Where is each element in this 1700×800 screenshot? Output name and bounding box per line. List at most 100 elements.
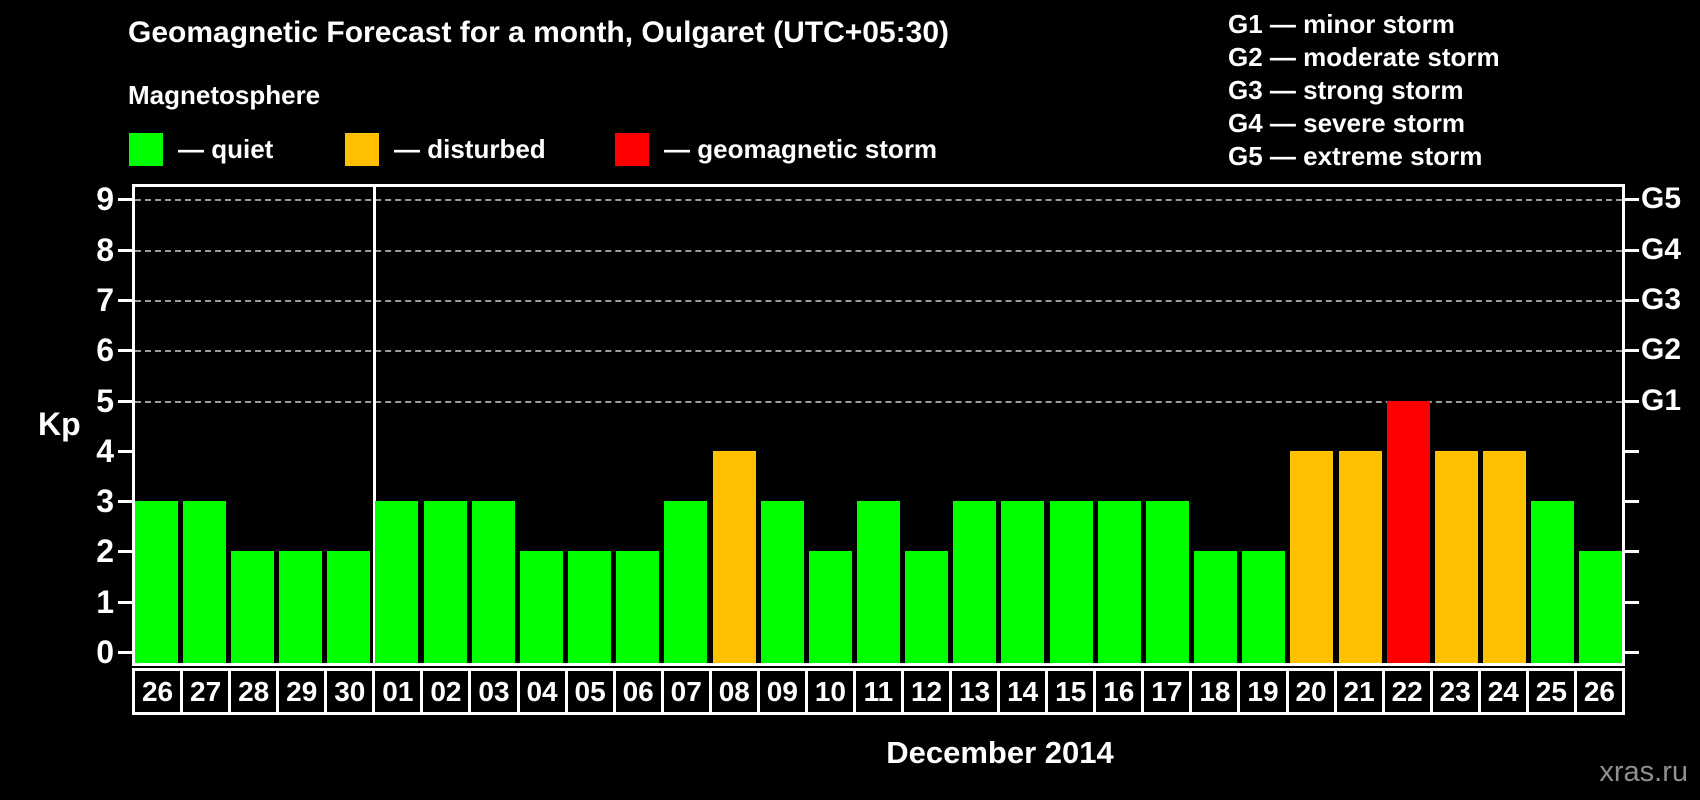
kp-bar-day-13 bbox=[953, 501, 997, 663]
day-label-cell: 30 bbox=[324, 671, 372, 712]
magnetosphere-label: Magnetosphere bbox=[128, 80, 321, 110]
kp-bar-day-25 bbox=[1531, 501, 1575, 663]
storm-scale-item: G4 — severe storm bbox=[1228, 108, 1466, 138]
right-axis-tick bbox=[1625, 600, 1639, 604]
kp-bar-day-01 bbox=[375, 501, 419, 663]
kp-bar-day-26 bbox=[1579, 551, 1623, 663]
g-scale-label-g5: G5 bbox=[1641, 182, 1682, 216]
day-label-cell: 07 bbox=[660, 671, 709, 712]
gridline-kp-9 bbox=[135, 199, 1622, 202]
y-axis-tick-label: 1 bbox=[96, 583, 114, 620]
storm-scale-item: G3 — strong storm bbox=[1228, 75, 1464, 105]
y-axis-tick bbox=[118, 550, 132, 554]
kp-bar-day-21 bbox=[1338, 450, 1382, 663]
y-axis-tick-label: 6 bbox=[96, 332, 114, 369]
day-label-cell: 28 bbox=[228, 671, 276, 712]
kp-bar-day-20 bbox=[1290, 450, 1334, 663]
legend-item-storm: — geomagnetic storm bbox=[615, 131, 937, 167]
y-axis-tick-label: 3 bbox=[96, 483, 114, 520]
kp-bar-day-12 bbox=[905, 551, 949, 663]
kp-bar-day-16 bbox=[1097, 501, 1141, 663]
y-axis-tick bbox=[118, 248, 132, 252]
right-axis-tick bbox=[1625, 198, 1639, 202]
y-axis-tick-label: 7 bbox=[96, 281, 114, 318]
right-axis-tick bbox=[1625, 399, 1639, 403]
g-scale-label-g3: G3 bbox=[1641, 282, 1682, 316]
storm-scale-legend: G1 — minor storm G2 — moderate storm G3 — … bbox=[1228, 8, 1500, 173]
day-label-cell: 01 bbox=[372, 671, 420, 712]
kp-bar-day-15 bbox=[1049, 501, 1093, 663]
storm-scale-item: G2 — moderate storm bbox=[1228, 42, 1500, 72]
day-label-cell: 05 bbox=[564, 671, 613, 712]
right-axis-tick bbox=[1625, 298, 1639, 302]
watermark: xras.ru bbox=[1599, 756, 1688, 788]
legend-item-label: — disturbed bbox=[394, 133, 546, 164]
kp-bar-day-02 bbox=[423, 501, 467, 663]
right-axis-tick bbox=[1625, 449, 1639, 453]
kp-bar-day-17 bbox=[1145, 501, 1189, 663]
gridline-kp-5 bbox=[135, 400, 1622, 403]
day-label-cell: 18 bbox=[1189, 671, 1237, 712]
y-axis-tick-label: 9 bbox=[96, 181, 114, 218]
y-axis-tick-label: 8 bbox=[96, 231, 114, 268]
day-label-cell: 22 bbox=[1381, 671, 1430, 712]
day-label-cell: 16 bbox=[1093, 671, 1141, 712]
day-label-cell: 26 bbox=[141, 675, 174, 707]
y-axis-tick-label: 2 bbox=[96, 533, 114, 570]
y-axis-tick bbox=[118, 198, 132, 202]
day-label-cell: 08 bbox=[708, 671, 757, 712]
day-label-cell: 26 bbox=[1573, 671, 1622, 712]
day-label-cell: 19 bbox=[1237, 671, 1285, 712]
legend-item-label: — quiet bbox=[178, 133, 274, 164]
kp-bar-day-07 bbox=[664, 501, 708, 663]
kp-bar-day-22 bbox=[1386, 400, 1430, 663]
x-axis-label-row: 26 27 28 29 30 01 02 03 04 05 06 07 08 09 10 11 12 13 14 15… bbox=[132, 668, 1625, 715]
day-label-cell: 21 bbox=[1333, 671, 1382, 712]
day-label-cell: 25 bbox=[1525, 671, 1574, 712]
plot-area bbox=[132, 184, 1625, 666]
day-label-cell: 09 bbox=[756, 671, 805, 712]
day-label-cell: 06 bbox=[612, 671, 661, 712]
disturbed-color-swatch bbox=[345, 132, 379, 166]
day-label-cell: 15 bbox=[1045, 671, 1093, 712]
y-axis-tick bbox=[118, 298, 132, 302]
legend-item-quiet: — quiet bbox=[129, 131, 273, 167]
x-axis-title: December 2014 bbox=[886, 735, 1114, 770]
kp-bar-day-05 bbox=[568, 551, 612, 663]
y-axis-tick bbox=[118, 399, 132, 403]
kp-bar-day-09 bbox=[760, 501, 804, 663]
kp-bar-day-08 bbox=[712, 450, 756, 663]
day-label-cell: 29 bbox=[276, 671, 324, 712]
right-axis-tick bbox=[1625, 248, 1639, 252]
day-label-cell: 04 bbox=[516, 671, 565, 712]
day-label-cell: 03 bbox=[468, 671, 516, 712]
storm-scale-item: G1 — minor storm bbox=[1228, 9, 1455, 39]
day-label-cell: 23 bbox=[1429, 671, 1478, 712]
kp-bar-day-24 bbox=[1483, 450, 1527, 663]
gridline-kp-7 bbox=[135, 299, 1622, 302]
y-axis-tick bbox=[118, 449, 132, 453]
magnetosphere-legend: — quiet — disturbed — geomagnetic storm bbox=[0, 131, 1100, 167]
y-axis-tick-label: 5 bbox=[96, 382, 114, 419]
kp-bar-day-10 bbox=[808, 551, 852, 663]
g-scale-label-g2: G2 bbox=[1641, 333, 1682, 367]
y-axis-tick bbox=[118, 500, 132, 504]
gridline-kp-6 bbox=[135, 350, 1622, 353]
quiet-color-swatch bbox=[129, 132, 163, 166]
day-label-cell: 24 bbox=[1477, 671, 1526, 712]
kp-bar-day-03 bbox=[471, 501, 515, 663]
g-scale-label-g1: G1 bbox=[1641, 383, 1682, 417]
right-axis-tick bbox=[1625, 550, 1639, 554]
right-axis-tick bbox=[1625, 500, 1639, 504]
day-label-cell: 14 bbox=[997, 671, 1045, 712]
day-label-cell: 20 bbox=[1285, 671, 1334, 712]
right-axis-tick bbox=[1625, 651, 1639, 654]
kp-bar-day-30 bbox=[327, 551, 371, 663]
y-axis-tick-label: 4 bbox=[96, 432, 114, 469]
day-label-cell: 10 bbox=[804, 671, 853, 712]
chart-title: Geomagnetic Forecast for a month, Oulgar… bbox=[128, 16, 950, 49]
legend-item-disturbed: — disturbed bbox=[345, 131, 546, 167]
kp-bar-day-11 bbox=[857, 501, 900, 663]
legend-item-label: — geomagnetic storm bbox=[664, 133, 938, 164]
right-axis-tick bbox=[1625, 349, 1639, 353]
